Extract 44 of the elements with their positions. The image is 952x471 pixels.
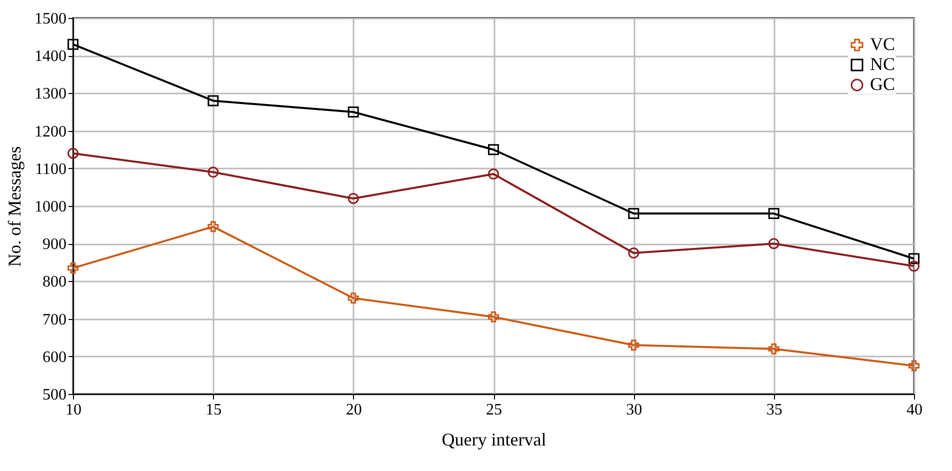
x-tick-label: 15 xyxy=(206,402,222,418)
x-tick-label: 20 xyxy=(346,402,362,418)
x-tick-label: 25 xyxy=(486,402,502,418)
y-tick-label: 500 xyxy=(42,386,66,404)
y-tick-label: 1400 xyxy=(34,48,66,66)
legend-label: GC xyxy=(870,74,896,94)
y-tick-label: 800 xyxy=(42,274,66,291)
y-tick-label: 1100 xyxy=(35,160,66,178)
legend-label: NC xyxy=(870,54,896,74)
point xyxy=(68,148,78,159)
y-tick-label: 1000 xyxy=(34,198,66,216)
point xyxy=(488,311,499,322)
point xyxy=(628,248,640,258)
point xyxy=(348,192,359,204)
legend-label: VC xyxy=(870,34,896,54)
point xyxy=(488,168,499,180)
y-tick-label: 1500 xyxy=(34,10,66,28)
point xyxy=(908,260,920,272)
point xyxy=(348,106,359,118)
x-tick-label: 40 xyxy=(906,402,922,418)
y-tick-label: 900 xyxy=(42,236,66,254)
point xyxy=(208,166,219,178)
point xyxy=(908,253,920,264)
x-tick-label: 10 xyxy=(66,402,82,418)
point xyxy=(348,292,359,304)
point xyxy=(68,38,78,50)
point xyxy=(768,238,780,250)
y-tick-label: 600 xyxy=(42,348,66,366)
point xyxy=(208,95,219,106)
point xyxy=(488,144,499,156)
point xyxy=(208,221,219,232)
point xyxy=(628,340,640,351)
y-tick-label: 1300 xyxy=(34,86,66,103)
point xyxy=(908,360,920,372)
x-tick-label: 35 xyxy=(766,402,782,418)
point xyxy=(768,208,780,220)
y-tick-label: 700 xyxy=(42,311,66,328)
x-axis-title: Query interval xyxy=(442,430,546,450)
point xyxy=(68,262,78,274)
y-axis-title: No. of Messages xyxy=(4,146,24,267)
x-tick-label: 30 xyxy=(626,402,642,418)
y-tick-label: 1200 xyxy=(34,123,66,140)
point xyxy=(628,208,640,220)
point xyxy=(768,343,780,354)
